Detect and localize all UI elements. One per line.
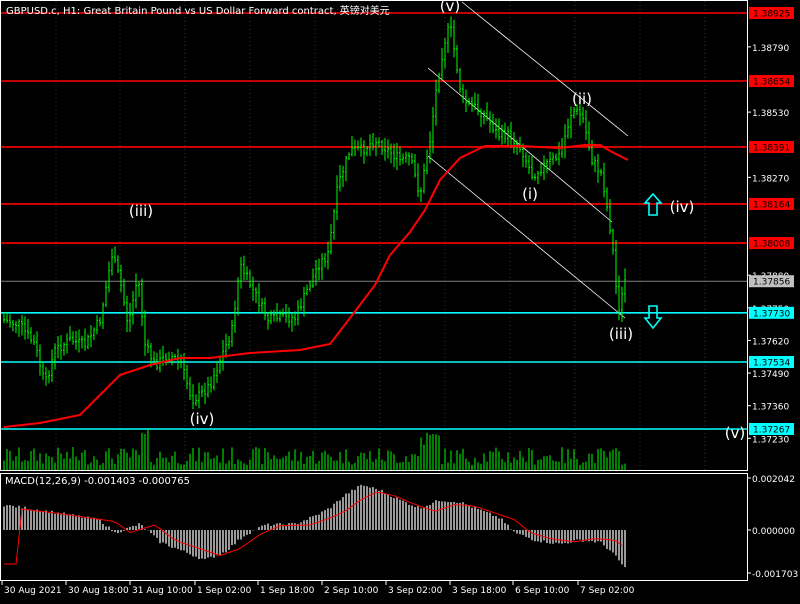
wave-label[interactable]: (iv)	[670, 198, 695, 216]
volume-bars	[4, 429, 625, 470]
time-tick-label: 30 Aug 2021	[4, 586, 62, 596]
price-label-text: 1.38008	[753, 240, 790, 250]
candles[interactable]	[3, 17, 626, 410]
macd-indicator[interactable]: 0.002042 0.000000 -0.001703	[4, 475, 798, 580]
grid	[56, 1, 705, 470]
time-tick-label: 6 Sep 10:00	[515, 586, 570, 596]
wave-label[interactable]: (iv)	[190, 410, 215, 428]
time-tick-label: 1 Sep 18:00	[260, 586, 315, 596]
down-arrow-icon[interactable]	[645, 306, 661, 328]
horizontal-levels[interactable]	[1, 13, 747, 429]
price-tick-label: 1.37360	[752, 403, 789, 413]
price-label-text: 1.37856	[753, 278, 790, 288]
price-axis: 1.387901.385301.382701.378801.377501.376…	[747, 7, 794, 445]
macd-tick-label: -0.001703	[752, 570, 798, 580]
price-label-text: 1.37267	[753, 426, 790, 436]
time-tick-label: 7 Sep 02:00	[580, 586, 635, 596]
wave-labels[interactable]: (iii) (iv) (v) (i) (ii) (iii) (iv) (v)	[129, 0, 745, 442]
price-label-text: 1.38654	[753, 77, 790, 87]
time-tick-label: 3 Sep 02:00	[388, 586, 443, 596]
price-label-text: 1.38925	[753, 10, 790, 20]
price-tick-label: 1.38530	[752, 109, 789, 119]
time-tick-label: 1 Sep 02:00	[197, 586, 252, 596]
wave-label[interactable]: (iii)	[609, 325, 633, 343]
channel-line-lower[interactable]	[428, 156, 625, 318]
chart-title: GBPUSD.c, H1: Great Britain Pound vs US …	[6, 2, 390, 17]
wave-label[interactable]: (iii)	[129, 202, 153, 220]
price-label-text: 1.37730	[753, 309, 790, 319]
price-label-text: 1.38391	[753, 143, 790, 153]
wave-label[interactable]: (ii)	[572, 90, 592, 108]
time-axis: 30 Aug 2021 30 Aug 18:0031 Aug 10:00 1 Sep…	[2, 581, 635, 596]
macd-tick-label: 0.000000	[752, 527, 795, 537]
price-label-text: 1.37534	[753, 359, 790, 369]
price-tick-label: 1.37490	[752, 370, 789, 380]
price-label-text: 1.38164	[753, 200, 790, 210]
time-tick-label: 3 Sep 18:00	[452, 586, 507, 596]
wave-label[interactable]: (v)	[440, 0, 461, 15]
price-tick-label: 1.38270	[752, 174, 789, 184]
price-tick-label: 1.37620	[752, 337, 789, 347]
price-tick-label: 1.38790	[752, 44, 789, 54]
macd-tick-label: 0.002042	[752, 475, 795, 485]
wave-label[interactable]: (i)	[522, 185, 538, 203]
macd-label: MACD(12,26,9) -0.001403 -0.000765	[5, 476, 190, 487]
main-pane-frame	[1, 1, 748, 471]
time-tick-label: 30 Aug 18:00	[68, 586, 129, 596]
macd-pane-frame	[1, 474, 748, 581]
price-tick-label: 1.37230	[752, 435, 789, 445]
time-tick-label: 31 Aug 10:00	[132, 586, 193, 596]
arrows[interactable]	[645, 194, 661, 328]
time-tick-label: 2 Sep 10:00	[324, 586, 379, 596]
wave-label[interactable]: (v)	[725, 424, 746, 442]
